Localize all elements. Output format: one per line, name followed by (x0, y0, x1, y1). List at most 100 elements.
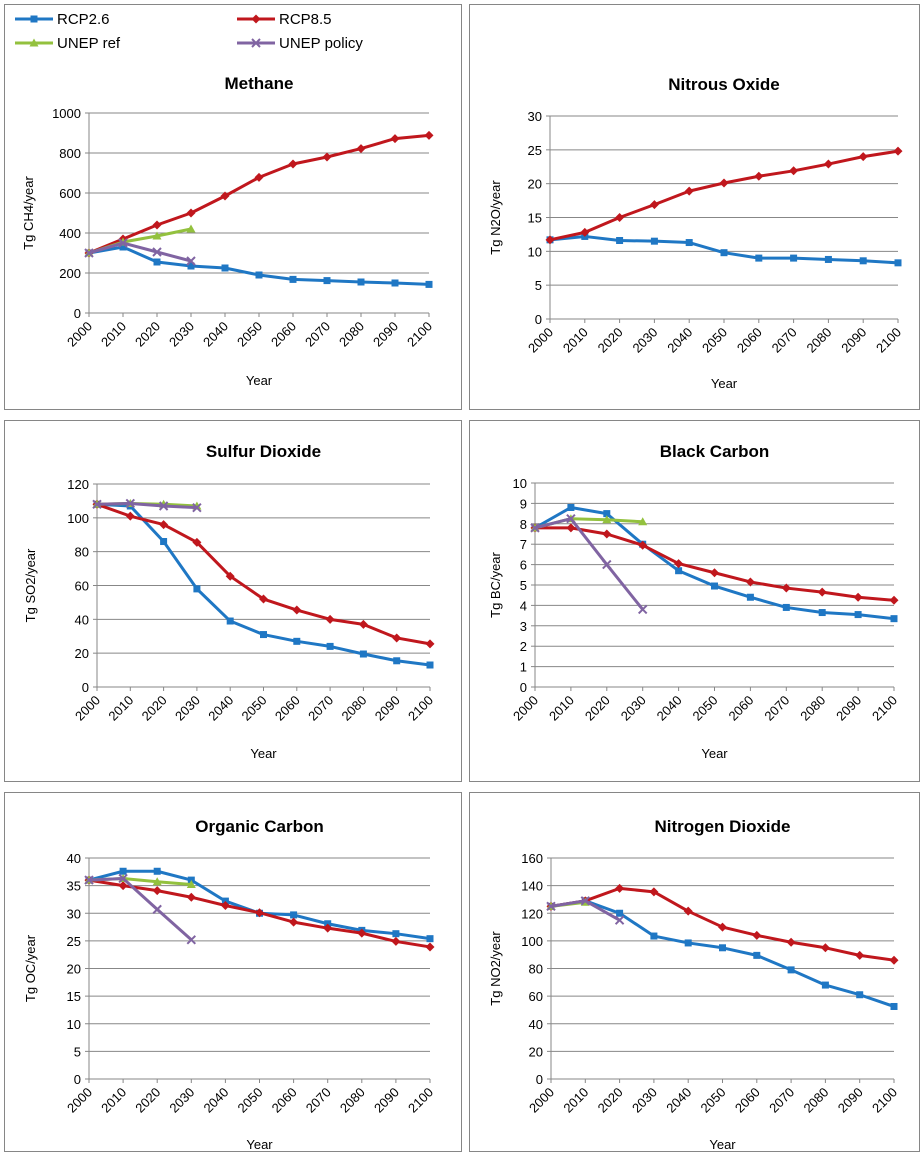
x-tick-label: 2090 (370, 319, 401, 350)
x-tick-label: 2070 (302, 319, 333, 350)
series-rcp2-6 (93, 500, 434, 669)
data-point-rcp8-5 (615, 213, 625, 222)
data-point-unep-ref (186, 880, 196, 889)
y-tick-label: 5 (520, 578, 527, 593)
data-point-rcp2-6 (323, 277, 331, 285)
x-tick-label: 2040 (200, 319, 231, 350)
y-tick-label: 0 (535, 312, 542, 327)
y-axis-label: Tg BC/year (488, 551, 503, 617)
data-point-rcp8-5 (192, 537, 202, 547)
x-tick-label: 2040 (654, 693, 685, 724)
x-tick-label: 2050 (239, 693, 270, 724)
data-point-rcp2-6 (753, 951, 761, 959)
x-tick-label: 2090 (833, 693, 864, 724)
series-unep-policy (84, 238, 196, 266)
series-line-unep-policy (88, 876, 193, 941)
x-tick-label: 2100 (869, 1085, 900, 1116)
y-tick-label: 80 (75, 545, 89, 560)
series-line-rcp2-6 (88, 245, 430, 286)
x-tick-label: 2010 (560, 1085, 591, 1116)
chart-methane: Methane 0 200 400 600 800 1000 2000 2010 2020 2030… (15, 11, 435, 388)
y-tick-label: 4 (520, 598, 527, 613)
data-point-rcp2-6 (255, 271, 263, 279)
data-point-rcp8-5 (254, 172, 264, 182)
x-tick-label: 2060 (268, 319, 299, 350)
data-point-rcp2-6 (603, 510, 611, 518)
x-tick-label: 2010 (98, 319, 129, 350)
y-tick-label: 0 (536, 1072, 543, 1087)
chart-panel-nitrous-oxide: Nitrous Oxide 0 5 10 15 20 25 30 2000 2010 2020 203… (469, 4, 920, 410)
data-point-rcp2-6 (426, 935, 434, 943)
data-point-unep-policy (566, 513, 576, 524)
data-point-unep-policy (602, 559, 612, 570)
data-point-rcp8-5 (255, 908, 264, 918)
x-tick-label: 2080 (337, 1085, 368, 1116)
data-point-rcp8-5 (889, 955, 899, 965)
data-point-rcp8-5 (820, 943, 830, 953)
data-point-rcp2-6 (193, 585, 201, 593)
x-tick-label: 2000 (525, 325, 556, 356)
data-point-rcp8-5 (323, 923, 333, 933)
x-tick-label: 2100 (869, 693, 900, 724)
data-point-rcp2-6 (790, 254, 798, 262)
y-tick-label: 0 (82, 680, 89, 695)
x-tick-label: 2100 (405, 693, 436, 724)
data-point-unep-policy (546, 901, 556, 912)
data-point-rcp2-6 (818, 609, 826, 617)
data-point-rcp8-5 (649, 887, 659, 897)
data-point-rcp8-5 (392, 633, 402, 643)
data-point-rcp2-6 (221, 264, 229, 272)
data-point-unep-policy (152, 247, 162, 257)
y-tick-label: 80 (529, 962, 543, 977)
data-point-unep-policy (118, 873, 128, 884)
x-tick-label: 2050 (235, 1085, 266, 1116)
legend-marker (251, 14, 261, 24)
y-tick-label: 30 (67, 906, 81, 921)
data-point-rcp2-6 (260, 631, 267, 639)
y-tick-label: 60 (75, 579, 89, 594)
data-point-rcp2-6 (160, 538, 168, 546)
x-tick-label: 2100 (405, 1085, 436, 1116)
data-point-rcp2-6 (894, 259, 902, 267)
x-tick-label: 2090 (838, 325, 869, 356)
y-tick-label: 40 (529, 1017, 543, 1032)
data-point-rcp2-6 (890, 615, 898, 623)
data-point-unep-policy (118, 238, 128, 248)
y-tick-label: 120 (67, 477, 89, 492)
data-point-rcp8-5 (259, 594, 268, 604)
series-line-rcp8-5 (549, 149, 899, 242)
data-point-unep-ref (602, 515, 612, 524)
data-point-rcp2-6 (119, 243, 127, 251)
x-tick-label: 2100 (873, 325, 904, 356)
data-point-rcp2-6 (153, 867, 161, 875)
y-tick-label: 3 (520, 619, 527, 634)
x-tick-label: 2090 (835, 1085, 866, 1116)
data-point-rcp8-5 (288, 159, 298, 169)
series-line-unep-policy (534, 517, 644, 611)
data-point-rcp8-5 (789, 166, 799, 176)
x-tick-label: 2080 (338, 693, 369, 724)
y-tick-label: 20 (75, 646, 89, 661)
data-point-rcp8-5 (781, 583, 791, 593)
data-point-rcp2-6 (392, 930, 400, 938)
data-point-rcp2-6 (787, 966, 795, 974)
data-point-rcp2-6 (854, 611, 862, 619)
data-point-rcp8-5 (683, 906, 693, 916)
data-point-rcp2-6 (650, 932, 658, 940)
x-tick-label: 2060 (734, 325, 765, 356)
legend-label: RCP8.5 (279, 11, 332, 28)
y-tick-label: 9 (520, 496, 527, 511)
data-point-rcp2-6 (859, 257, 867, 265)
data-point-rcp8-5 (357, 928, 367, 938)
y-tick-label: 20 (529, 1044, 543, 1059)
x-tick-label: 2020 (132, 319, 163, 350)
data-point-rcp2-6 (153, 258, 161, 266)
y-tick-label: 400 (59, 226, 81, 241)
y-tick-label: 0 (74, 306, 81, 321)
chart-title: Black Carbon (660, 442, 770, 461)
data-point-rcp8-5 (391, 936, 401, 946)
data-point-rcp8-5 (159, 520, 169, 530)
y-tick-label: 10 (67, 1017, 81, 1032)
x-tick-label: 2060 (269, 1085, 300, 1116)
data-point-unep-ref (638, 517, 648, 526)
